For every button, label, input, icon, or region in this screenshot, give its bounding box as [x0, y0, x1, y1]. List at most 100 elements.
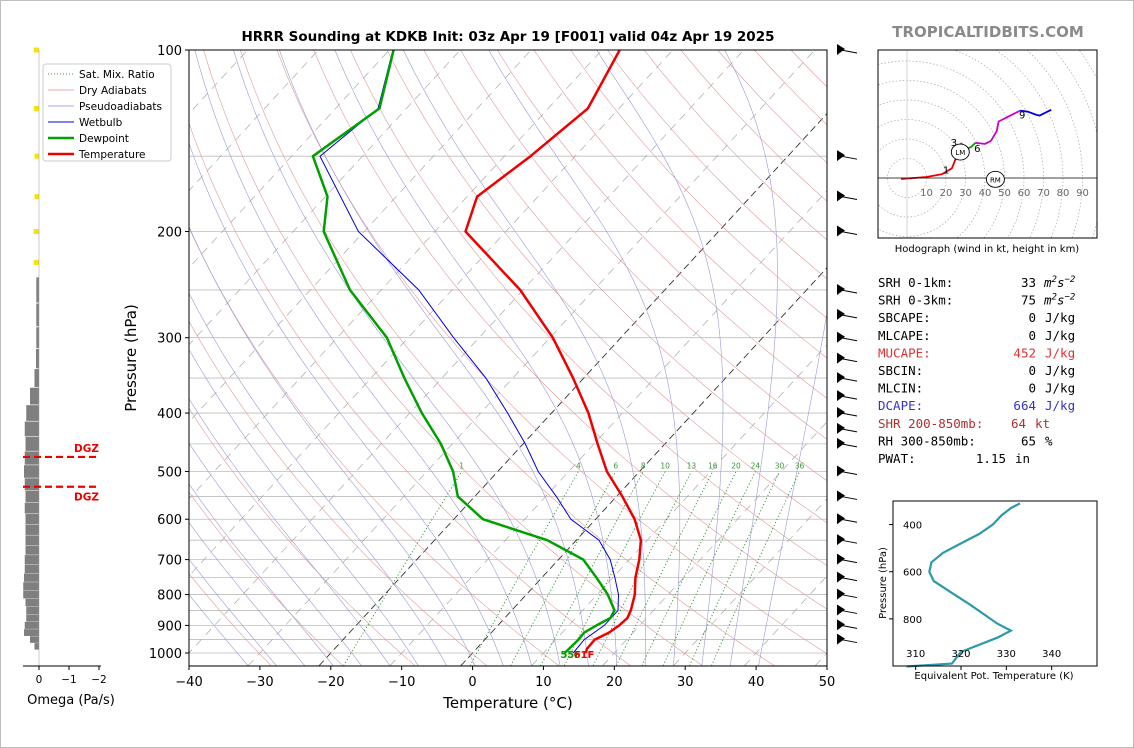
dry-adiabat — [460, 50, 827, 440]
wind-barb-flag — [837, 225, 845, 237]
parameter-unit: in — [1015, 451, 1030, 466]
y-tick-label: 600 — [157, 513, 182, 528]
parameter-unit: J/kg — [1045, 345, 1075, 360]
wind-barb-flag — [837, 283, 845, 295]
wind-barb — [837, 437, 858, 449]
y-tick-label: 700 — [157, 554, 182, 569]
wind-barb — [837, 352, 858, 364]
omega-bar — [24, 621, 39, 629]
omega-bar — [24, 564, 39, 574]
parameter-table: SRH 0-1km: 33 m2s−2 SRH 0-3km: 75 m2s−2 SBCAPE… — [878, 275, 1075, 466]
wind-barb-shaft — [840, 518, 858, 523]
wind-barb-shaft — [840, 559, 858, 564]
wind-barb-shaft — [840, 412, 858, 417]
omega-bar — [26, 614, 39, 622]
x-tick-label: 20 — [606, 675, 623, 690]
omega-bar — [26, 405, 39, 421]
x-tick-label: 10 — [535, 675, 552, 690]
isotherm — [1, 50, 35, 666]
parameter-label: PWAT: — [878, 451, 916, 466]
dry-adiabat — [240, 50, 775, 666]
mixing-ratio-line — [510, 471, 617, 666]
dry-adiabat — [189, 573, 272, 666]
pseudoadiabat — [334, 50, 618, 666]
hodograph-height-label: 9 — [1019, 111, 1025, 122]
wind-barb — [837, 331, 858, 343]
wind-barb — [837, 604, 858, 616]
pseudoadiabat — [488, 50, 681, 666]
pseudoadiabat — [189, 292, 447, 666]
dry-adiabat — [313, 50, 827, 610]
wind-barb-flag — [837, 604, 845, 616]
y-tick-label: 800 — [157, 589, 182, 604]
mixing-ratio-label: 10 — [660, 461, 670, 470]
wind-barb-shaft — [840, 639, 858, 644]
wind-barb-shaft — [840, 155, 858, 160]
pseudoadiabat — [189, 348, 419, 666]
theta-e-y-tick-label: 400 — [903, 521, 922, 532]
mixing-ratio-label: 1 — [459, 461, 464, 470]
pseudoadiabat — [189, 558, 277, 666]
y-tick-label: 400 — [157, 407, 182, 422]
theta-e-x-tick-label: 320 — [951, 649, 970, 660]
omega-bar — [34, 153, 39, 159]
omega-bar — [25, 490, 39, 503]
watermark: TROPICALTIDBITS.COM — [892, 23, 1084, 41]
legend-label: Temperature — [78, 149, 146, 161]
omega-tick-label: 0 — [36, 674, 43, 686]
wind-barb-shaft — [840, 495, 858, 500]
legend-label: Pseudoadiabats — [79, 101, 162, 113]
parameter-value: 64 — [1011, 416, 1026, 431]
wind-barb-flag — [837, 407, 845, 419]
x-tick-label: −30 — [246, 675, 273, 690]
isotherm — [460, 267, 827, 666]
wind-barb-flag — [837, 372, 845, 384]
pseudoadiabat — [724, 50, 778, 666]
plot-frame — [188, 49, 828, 667]
pseudoadiabat — [194, 50, 532, 666]
wind-barb-flag — [837, 331, 845, 343]
legend-label: Dry Adiabats — [79, 85, 147, 97]
omega-bar — [25, 545, 39, 555]
wind-barb-shaft — [840, 443, 858, 448]
parameter-label: SBCAPE: — [878, 310, 931, 325]
theta-e-x-tick-label: 310 — [906, 649, 925, 660]
wind-barb-flag — [837, 422, 845, 434]
hodograph-ring-label: 10 — [920, 188, 933, 199]
mixing-ratio-line — [641, 471, 737, 666]
omega-bar — [24, 451, 39, 465]
wind-barb-shaft — [840, 377, 858, 382]
mixing-ratio-line — [592, 471, 692, 666]
wind-barb-shaft — [840, 609, 858, 614]
wind-barb-flag — [837, 437, 845, 449]
mixing-ratio-label: 30 — [775, 461, 785, 470]
omega-bar — [25, 436, 39, 451]
wind-barb-shaft — [840, 539, 858, 544]
hodograph-height-label: 3 — [951, 138, 957, 149]
dry-adiabat — [386, 50, 827, 524]
mixing-ratio-label: 6 — [613, 461, 618, 470]
theta-e-y-tick-label: 800 — [903, 615, 922, 626]
omega-bar — [34, 369, 39, 388]
dry-adiabat — [276, 50, 827, 655]
dgz-label: DGZ — [74, 492, 99, 504]
isotherm — [189, 50, 674, 577]
wind-barb-flag — [837, 490, 845, 502]
mixing-ratio-label: 13 — [687, 461, 697, 470]
wind-barb — [837, 588, 858, 600]
x-axis-label: Temperature (°C) — [442, 694, 572, 712]
parameter-unit: J/kg — [1045, 310, 1075, 325]
omega-bar — [34, 194, 39, 200]
pseudoadiabat — [596, 50, 724, 666]
wind-barb-shaft — [840, 231, 858, 236]
storm-motion-marker — [950, 143, 970, 161]
dry-adiabat — [497, 50, 827, 399]
mixing-ratio-line — [689, 471, 780, 666]
parameter-label: DCAPE: — [878, 398, 923, 413]
hodograph-caption: Hodograph (wind in kt, height in km) — [895, 244, 1080, 255]
mixing-ratio-label: 24 — [751, 461, 761, 470]
dry-adiabat — [189, 491, 344, 666]
theta-e-y-tick-label: 600 — [903, 568, 922, 579]
storm-motion-marker — [985, 170, 1005, 188]
